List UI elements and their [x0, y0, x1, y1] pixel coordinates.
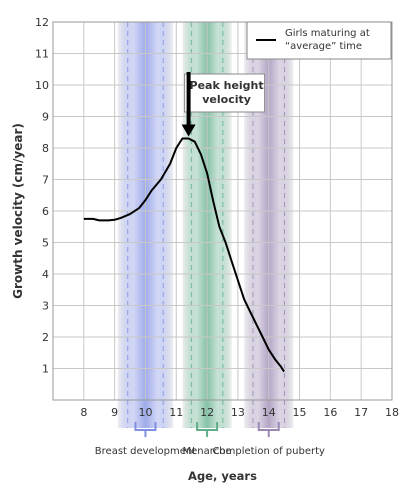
legend: Girls maturing at “average” time	[246, 21, 392, 60]
bracket-2	[196, 422, 219, 437]
y-tick-11: 11	[35, 48, 49, 61]
x-axis-label: Age, years	[188, 469, 257, 483]
x-tick-11: 11	[169, 406, 183, 419]
y-axis-label: Growth velocity (cm/year)	[11, 123, 25, 299]
y-tick-5: 5	[42, 237, 49, 250]
bracket-1	[134, 422, 157, 437]
x-tick-9: 9	[111, 406, 118, 419]
bracket-3	[257, 422, 280, 437]
annotation-arrow-shaft	[186, 72, 191, 127]
x-tick-13: 13	[231, 406, 245, 419]
x-tick-12: 12	[200, 406, 214, 419]
y-tick-4: 4	[42, 268, 49, 281]
y-tick-9: 9	[42, 111, 49, 124]
stage-label-2: Menarche	[183, 446, 232, 457]
y-tick-8: 8	[42, 142, 49, 155]
y-tick-6: 6	[42, 205, 49, 218]
x-tick-10: 10	[138, 406, 152, 419]
stage-label-3: Completion of puberty	[213, 446, 325, 457]
legend-label: Girls maturing at “average” time	[285, 28, 370, 52]
x-tick-16: 16	[323, 406, 337, 419]
x-tick-labels: 8 9 10 11 12 13 14 15 16 17 18	[80, 406, 399, 419]
grid	[53, 22, 392, 400]
series-lines	[83, 137, 285, 373]
y-tick-1: 1	[42, 363, 49, 376]
x-tick-15: 15	[293, 406, 307, 419]
annotation-line-1: Peak height	[190, 79, 264, 92]
y-tick-12: 12	[35, 16, 49, 29]
y-tick-2: 2	[42, 331, 49, 344]
annotation-arrow-head	[181, 124, 196, 137]
y-tick-3: 3	[42, 300, 49, 313]
y-tick-7: 7	[42, 174, 49, 187]
x-tick-8: 8	[80, 406, 87, 419]
stage-label-1: Breast development	[95, 446, 196, 457]
series-line-1	[83, 137, 285, 373]
plot-frame	[52, 21, 393, 401]
annotation-box	[184, 73, 266, 113]
x-tick-14: 14	[262, 406, 276, 419]
y-tick-10: 10	[35, 79, 49, 92]
annotation-line-2: velocity	[202, 93, 251, 106]
x-tick-17: 17	[354, 406, 368, 419]
x-tick-18: 18	[385, 406, 399, 419]
